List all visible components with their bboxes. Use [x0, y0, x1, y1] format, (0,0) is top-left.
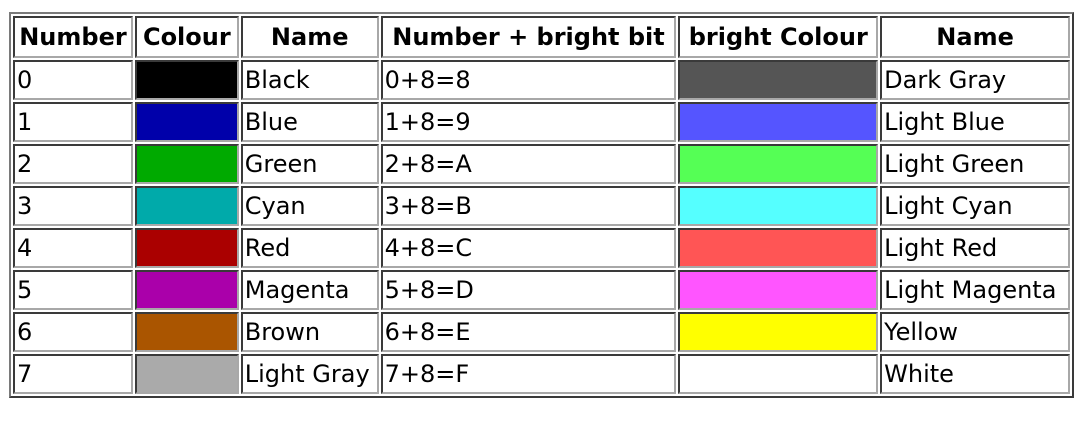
colour-table: Number Colour Name Number + bright bit b…: [9, 12, 1074, 398]
cell-name: Green: [240, 144, 379, 184]
cell-name: Magenta: [240, 270, 379, 310]
cell-number: 1: [13, 102, 133, 142]
cell-bright-colour-swatch: [678, 312, 879, 352]
header-bright-colour: bright Colour: [678, 16, 879, 58]
cell-bright-number: 5+8=D: [380, 270, 677, 310]
cell-colour-swatch: [134, 144, 239, 184]
cell-number: 5: [13, 270, 133, 310]
header-row: Number Colour Name Number + bright bit b…: [13, 16, 1070, 58]
cell-bright-number: 6+8=E: [380, 312, 677, 352]
colour-table-wrapper: Number Colour Name Number + bright bit b…: [9, 12, 1074, 398]
table-row: 2 Green 2+8=A Light Green: [13, 144, 1070, 184]
cell-bright-number: 1+8=9: [380, 102, 677, 142]
cell-number: 3: [13, 186, 133, 226]
cell-bright-number: 0+8=8: [380, 60, 677, 100]
cell-colour-swatch: [134, 354, 239, 394]
cell-bright-colour-swatch: [678, 186, 879, 226]
header-colour: Colour: [134, 16, 239, 58]
cell-bright-number: 4+8=C: [380, 228, 677, 268]
table-row: 1 Blue 1+8=9 Light Blue: [13, 102, 1070, 142]
cell-bright-name: Light Green: [880, 144, 1070, 184]
header-name: Name: [240, 16, 379, 58]
cell-name: Blue: [240, 102, 379, 142]
cell-number: 4: [13, 228, 133, 268]
cell-colour-swatch: [134, 270, 239, 310]
cell-bright-colour-swatch: [678, 60, 879, 100]
cell-colour-swatch: [134, 102, 239, 142]
cell-bright-number: 7+8=F: [380, 354, 677, 394]
header-bright-name: Name: [880, 16, 1070, 58]
cell-number: 2: [13, 144, 133, 184]
table-body: 0 Black 0+8=8 Dark Gray 1 Blue 1+8=9 Light Blue…: [13, 60, 1070, 394]
cell-bright-colour-swatch: [678, 144, 879, 184]
table-row: 5 Magenta 5+8=D Light Magenta: [13, 270, 1070, 310]
cell-bright-name: Dark Gray: [880, 60, 1070, 100]
table-row: 3 Cyan 3+8=B Light Cyan: [13, 186, 1070, 226]
cell-bright-colour-swatch: [678, 228, 879, 268]
cell-name: Black: [240, 60, 379, 100]
cell-number: 7: [13, 354, 133, 394]
cell-bright-name: Light Cyan: [880, 186, 1070, 226]
cell-colour-swatch: [134, 186, 239, 226]
cell-bright-name: White: [880, 354, 1070, 394]
table-row: 0 Black 0+8=8 Dark Gray: [13, 60, 1070, 100]
cell-bright-name: Light Magenta: [880, 270, 1070, 310]
cell-bright-name: Light Red: [880, 228, 1070, 268]
table-row: 7 Light Gray 7+8=F White: [13, 354, 1070, 394]
cell-colour-swatch: [134, 228, 239, 268]
cell-bright-name: Light Blue: [880, 102, 1070, 142]
cell-bright-colour-swatch: [678, 270, 879, 310]
cell-bright-number: 3+8=B: [380, 186, 677, 226]
cell-bright-number: 2+8=A: [380, 144, 677, 184]
cell-bright-colour-swatch: [678, 102, 879, 142]
cell-number: 6: [13, 312, 133, 352]
cell-colour-swatch: [134, 60, 239, 100]
cell-name: Light Gray: [240, 354, 379, 394]
header-number-bright-bit: Number + bright bit: [380, 16, 677, 58]
cell-bright-colour-swatch: [678, 354, 879, 394]
cell-name: Cyan: [240, 186, 379, 226]
table-row: 6 Brown 6+8=E Yellow: [13, 312, 1070, 352]
cell-bright-name: Yellow: [880, 312, 1070, 352]
cell-name: Brown: [240, 312, 379, 352]
cell-colour-swatch: [134, 312, 239, 352]
header-number: Number: [13, 16, 133, 58]
cell-number: 0: [13, 60, 133, 100]
table-row: 4 Red 4+8=C Light Red: [13, 228, 1070, 268]
cell-name: Red: [240, 228, 379, 268]
